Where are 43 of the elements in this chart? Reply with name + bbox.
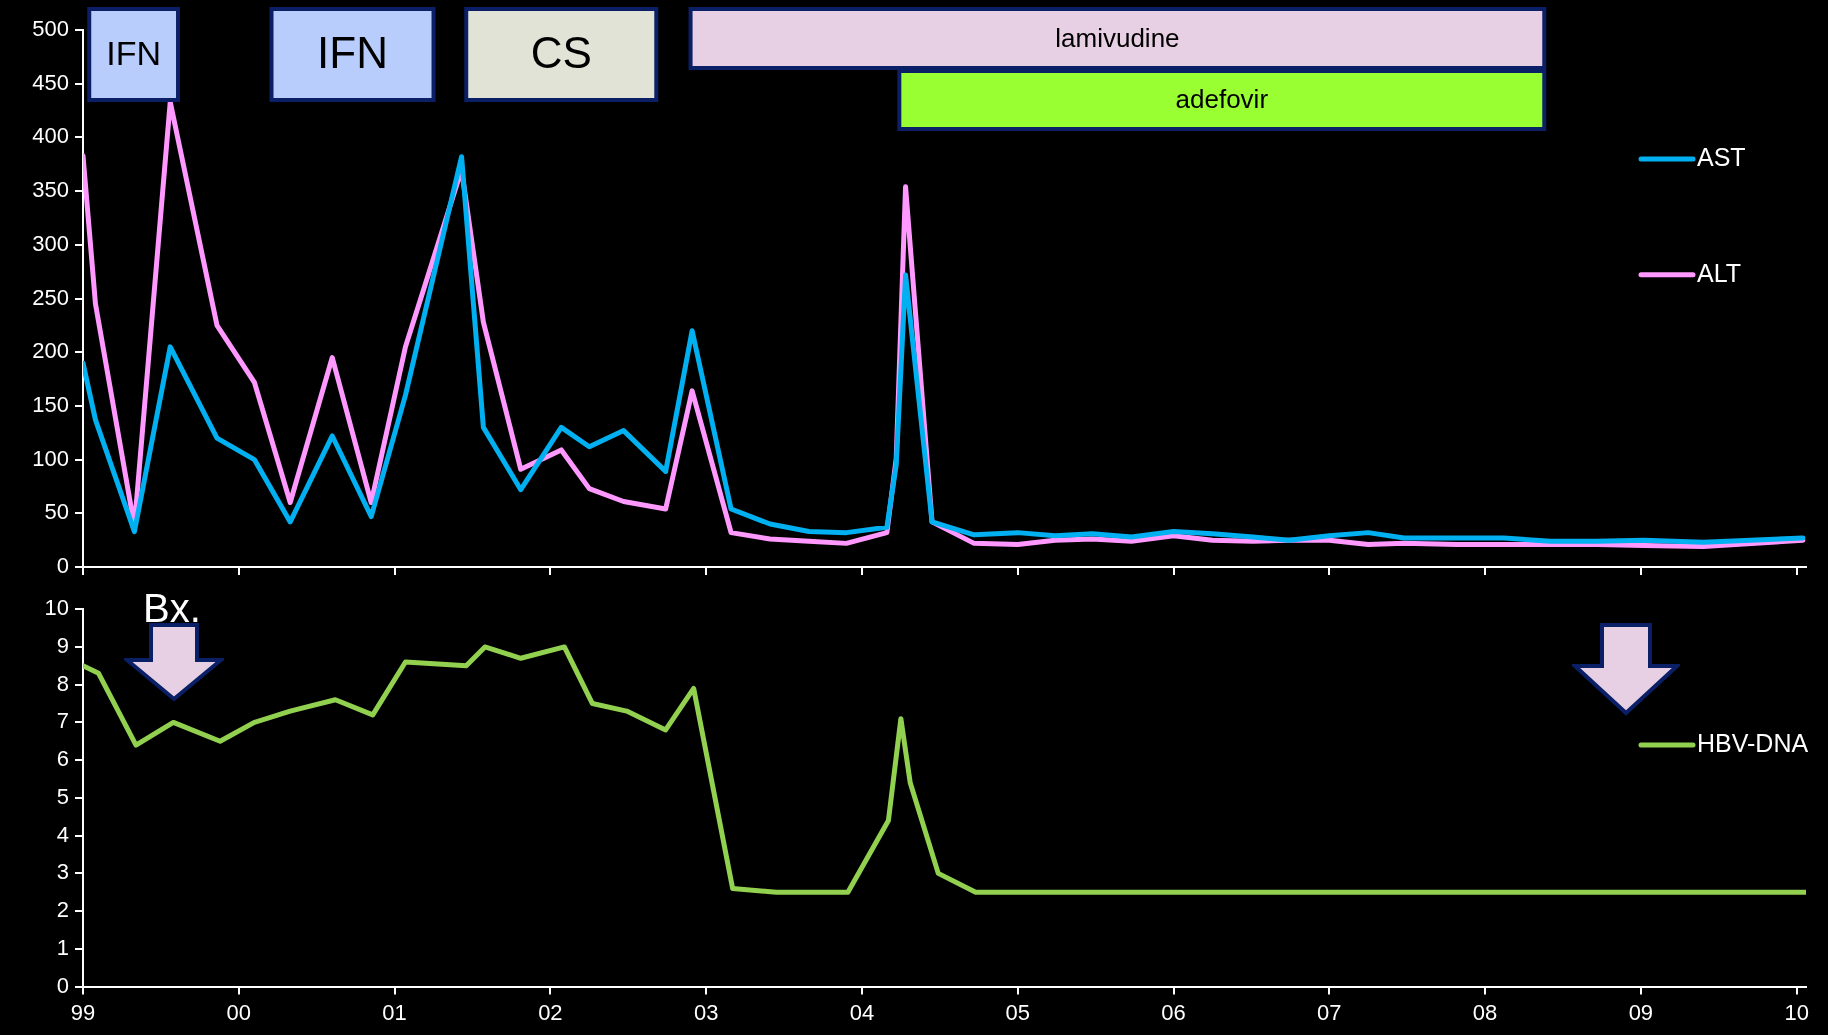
y-tick-label: 100	[32, 445, 69, 471]
band-label: IFN	[106, 33, 162, 72]
y-tick-label: 6	[56, 746, 69, 772]
x-tick-label: 05	[1005, 999, 1030, 1025]
y-tick-label: 10	[44, 595, 69, 621]
legend-label: AST	[1697, 142, 1746, 171]
x-tick-label: 06	[1161, 999, 1186, 1025]
x-tick-label: 99	[70, 999, 96, 1025]
band-label: CS	[530, 27, 592, 77]
annotation: Bx.	[143, 586, 201, 631]
y-tick-label: 50	[44, 499, 69, 525]
y-tick-label: 0	[56, 972, 69, 998]
y-tick-label: 200	[32, 338, 69, 364]
y-tick-label: 8	[56, 670, 69, 696]
y-tick-label: 3	[56, 859, 69, 885]
y-tick-label: 300	[32, 230, 69, 256]
y-tick-label: 150	[32, 391, 69, 417]
x-tick-label: 10	[1784, 999, 1809, 1025]
band-label: adefovir	[1175, 84, 1269, 115]
y-tick-label: 2	[56, 897, 69, 923]
y-tick-label: 250	[32, 284, 69, 310]
x-tick-label: 03	[693, 999, 719, 1025]
x-tick-label: 02	[538, 999, 563, 1025]
x-tick-label: 00	[226, 999, 252, 1025]
legend-label: ALT	[1697, 258, 1741, 287]
y-tick-label: 7	[56, 708, 69, 734]
y-tick-label: 350	[32, 177, 69, 203]
y-tick-label: 450	[32, 69, 69, 95]
x-tick-label: 09	[1628, 999, 1654, 1025]
y-tick-label: 9	[56, 633, 69, 658]
x-tick-label: 08	[1472, 999, 1498, 1025]
y-tick-label: 5	[56, 783, 69, 809]
x-tick-label: 01	[382, 999, 407, 1025]
y-tick-label: 4	[56, 821, 69, 847]
x-tick-label: 07	[1317, 999, 1342, 1025]
y-tick-label: 500	[32, 16, 69, 42]
band-label: lamivudine	[1055, 22, 1180, 53]
y-tick-label: 400	[32, 123, 69, 149]
legend-label: HBV-DNA	[1697, 728, 1809, 757]
x-tick-label: 04	[849, 999, 875, 1025]
y-tick-label: 1	[56, 934, 69, 960]
band-label: IFN	[317, 27, 388, 77]
y-tick-label: 0	[56, 553, 69, 579]
